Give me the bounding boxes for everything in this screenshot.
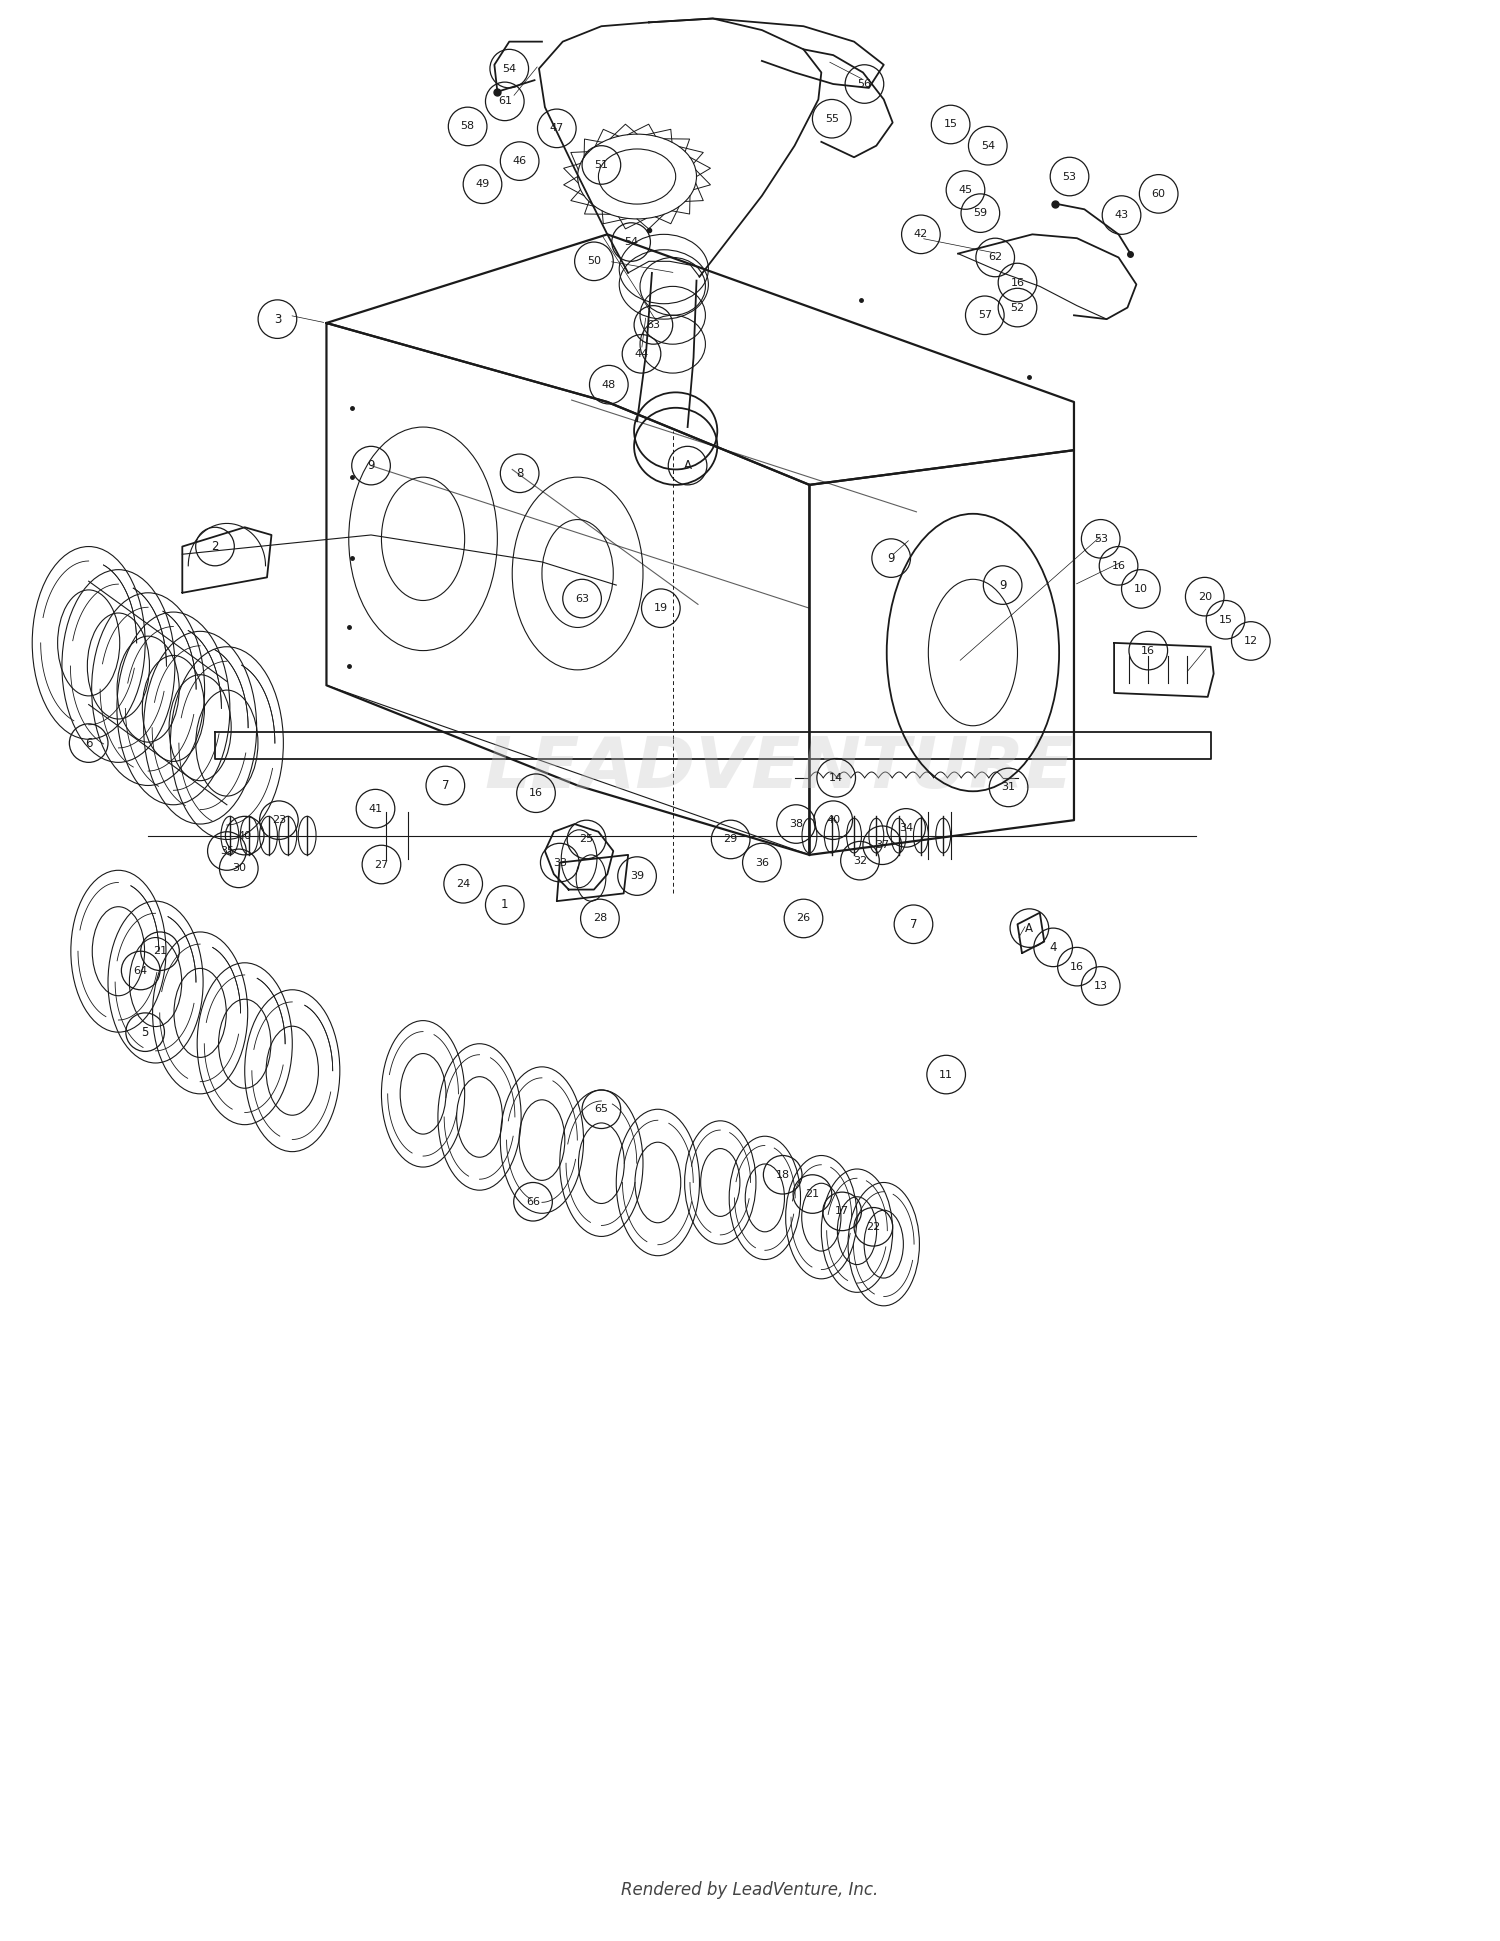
Text: 55: 55 (825, 115, 839, 124)
Text: 64: 64 (134, 965, 148, 976)
Text: 33: 33 (554, 858, 567, 868)
Text: 46: 46 (513, 155, 526, 167)
Text: 34: 34 (898, 823, 914, 833)
Text: 47: 47 (549, 124, 564, 134)
Text: 60: 60 (1152, 188, 1166, 198)
Text: 24: 24 (456, 879, 471, 889)
Text: 52: 52 (1011, 303, 1025, 313)
Text: 27: 27 (375, 860, 388, 870)
Text: 48: 48 (602, 380, 616, 390)
Text: 9: 9 (999, 578, 1006, 592)
Text: 20: 20 (1197, 592, 1212, 602)
Text: 63: 63 (646, 320, 660, 330)
Text: 7: 7 (909, 918, 916, 932)
Text: 12: 12 (1244, 637, 1258, 646)
Text: 57: 57 (978, 311, 992, 320)
Text: 44: 44 (634, 349, 648, 359)
Text: 21: 21 (153, 945, 166, 957)
Text: 5: 5 (141, 1025, 148, 1038)
Text: 40: 40 (827, 815, 840, 825)
Text: LEADVENTURE: LEADVENTURE (484, 734, 1074, 804)
Text: 56: 56 (858, 80, 871, 89)
Text: 9: 9 (368, 460, 375, 472)
Text: 4: 4 (1050, 941, 1058, 953)
Text: 3: 3 (273, 313, 280, 326)
Text: 10: 10 (1134, 584, 1148, 594)
Text: 11: 11 (939, 1069, 952, 1079)
Text: 37: 37 (874, 840, 890, 850)
Text: 2: 2 (211, 540, 219, 553)
Text: 65: 65 (594, 1104, 609, 1114)
Text: 8: 8 (516, 466, 524, 479)
Text: 25: 25 (579, 835, 594, 844)
Text: 66: 66 (526, 1198, 540, 1207)
Text: 54: 54 (503, 64, 516, 74)
Text: 23: 23 (272, 815, 286, 825)
Text: 16: 16 (1112, 561, 1125, 571)
Text: 16: 16 (1070, 961, 1084, 972)
Text: 58: 58 (460, 122, 474, 132)
Text: 32: 32 (853, 856, 867, 866)
Text: Rendered by LeadVenture, Inc.: Rendered by LeadVenture, Inc. (621, 1881, 879, 1900)
Text: 15: 15 (1218, 615, 1233, 625)
Text: A: A (684, 460, 692, 472)
Text: 9: 9 (888, 551, 896, 565)
Text: 62: 62 (988, 252, 1002, 262)
Text: 16: 16 (1011, 278, 1025, 287)
Text: 16: 16 (530, 788, 543, 798)
Text: 53: 53 (1094, 534, 1107, 543)
Text: 40: 40 (237, 831, 252, 840)
Text: 45: 45 (958, 184, 972, 194)
Text: 36: 36 (754, 858, 770, 868)
Text: 7: 7 (441, 778, 448, 792)
Text: 61: 61 (498, 97, 512, 107)
Text: 51: 51 (594, 159, 609, 171)
Text: 54: 54 (981, 140, 994, 151)
Text: 59: 59 (974, 208, 987, 217)
Text: 28: 28 (592, 914, 608, 924)
Text: 41: 41 (369, 804, 382, 813)
Text: 6: 6 (86, 736, 93, 749)
Text: 30: 30 (232, 864, 246, 873)
Text: 26: 26 (796, 914, 810, 924)
Text: 35: 35 (220, 846, 234, 856)
Text: 49: 49 (476, 179, 489, 188)
Text: 43: 43 (1114, 210, 1128, 219)
Text: 21: 21 (806, 1190, 819, 1200)
Text: 31: 31 (1002, 782, 1016, 792)
Text: 42: 42 (914, 229, 928, 239)
Text: 18: 18 (776, 1170, 790, 1180)
Text: 22: 22 (865, 1221, 880, 1233)
Text: 17: 17 (836, 1207, 849, 1217)
Text: 39: 39 (630, 872, 644, 881)
Text: 16: 16 (1142, 646, 1155, 656)
Text: 53: 53 (1062, 171, 1077, 182)
Text: 63: 63 (574, 594, 590, 604)
Text: 1: 1 (501, 899, 509, 912)
Text: 14: 14 (830, 773, 843, 782)
Text: 29: 29 (723, 835, 738, 844)
Text: A: A (1026, 922, 1033, 936)
Text: 54: 54 (624, 237, 638, 247)
Text: 13: 13 (1094, 980, 1107, 992)
Text: 50: 50 (586, 256, 602, 266)
Text: 15: 15 (944, 120, 957, 130)
Text: 38: 38 (789, 819, 802, 829)
Text: 19: 19 (654, 604, 668, 613)
